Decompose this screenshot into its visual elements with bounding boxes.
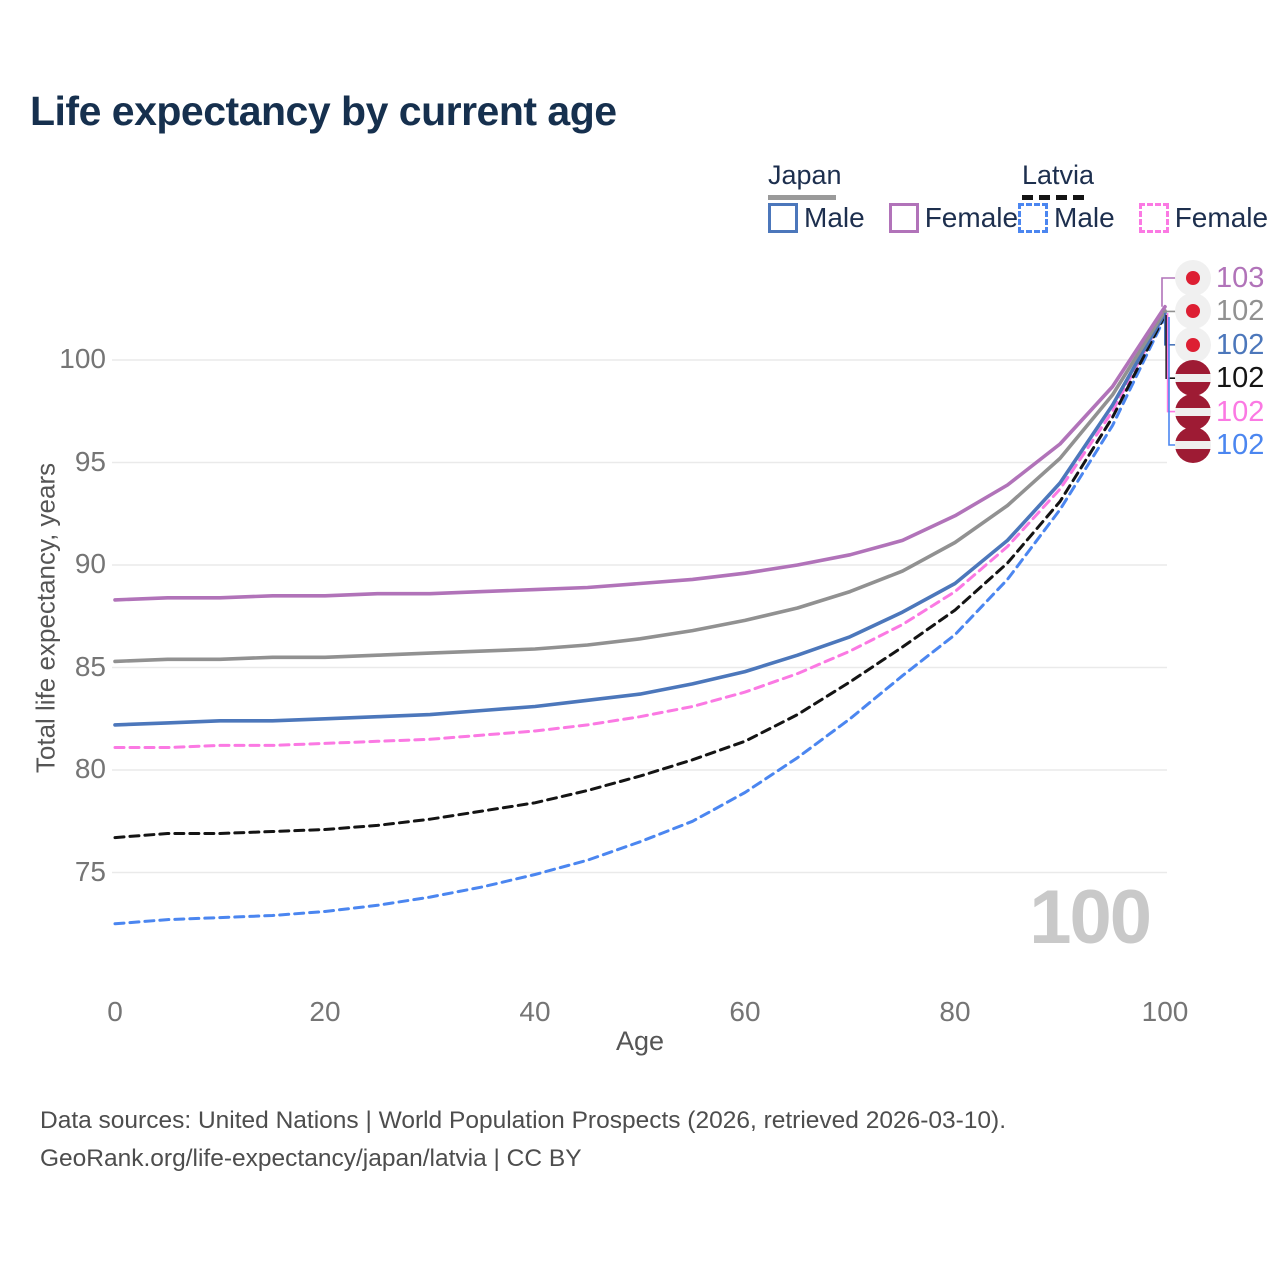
series-end-value: 102 bbox=[1216, 362, 1265, 395]
y-tick-label: 75 bbox=[74, 855, 106, 887]
legend-item-label: Female bbox=[1174, 202, 1269, 233]
latvia-flag-icon bbox=[1175, 393, 1211, 430]
x-tick-label: 40 bbox=[519, 996, 551, 1027]
footer: Data sources: United Nations | World Pop… bbox=[40, 1102, 1006, 1178]
y-tick-label: 100 bbox=[59, 343, 106, 374]
japan-male-swatch-icon bbox=[768, 203, 798, 233]
x-tick-label: 100 bbox=[1141, 996, 1189, 1027]
end-label-leader-line bbox=[1165, 314, 1176, 379]
footer-sources-line: Data sources: United Nations | World Pop… bbox=[40, 1107, 1007, 1134]
end-label-leader-line bbox=[1164, 312, 1176, 346]
end-label-leader-line bbox=[1162, 310, 1176, 313]
legend-entries-japan: Male Female bbox=[768, 202, 1018, 234]
x-axis-title: Age bbox=[615, 1026, 665, 1056]
legend-item-label: Female bbox=[924, 202, 1019, 233]
legend-group-latvia-label[interactable]: Latvia bbox=[1022, 160, 1095, 190]
x-tick-label: 80 bbox=[939, 996, 971, 1027]
end-label-leader-line bbox=[1161, 277, 1176, 307]
end-label-leader-line bbox=[1166, 312, 1176, 413]
japan-female-swatch-icon bbox=[888, 203, 919, 233]
latvia-male-swatch-icon bbox=[1018, 203, 1048, 233]
series-line-latvia-both-sexes bbox=[113, 313, 1167, 840]
japan-flag-icon bbox=[1175, 326, 1211, 363]
legend-japan-underline bbox=[768, 195, 836, 200]
legend-item-japan-male[interactable]: Male bbox=[768, 202, 865, 234]
legend-group-japan: Japan bbox=[768, 160, 842, 200]
latvia-flag-icon bbox=[1175, 360, 1211, 397]
x-tick-label: 60 bbox=[729, 996, 761, 1027]
series-end-value: 103 bbox=[1216, 262, 1265, 294]
series-end-value: 102 bbox=[1216, 395, 1265, 428]
x-tick-label: 20 bbox=[309, 996, 341, 1027]
latvia-flag-icon bbox=[1175, 427, 1211, 463]
series-end-value: 102 bbox=[1216, 429, 1265, 461]
y-axis-title: Total life expectancy, years bbox=[30, 462, 61, 774]
chart-title: Life expectancy by current age bbox=[30, 88, 617, 134]
legend-entries-latvia: Male Female bbox=[1018, 202, 1268, 234]
series-line-latvia-female bbox=[113, 311, 1167, 749]
age-indicator-watermark: 100 bbox=[1029, 875, 1152, 960]
footer-attribution-line: GeoRank.org/life-expectancy/japan/latvia… bbox=[40, 1145, 582, 1172]
japan-flag-icon bbox=[1175, 260, 1211, 296]
plot-area[interactable] bbox=[0, 0, 1280, 1080]
legend-item-latvia-male[interactable]: Male bbox=[1018, 202, 1115, 234]
series-end-value: 102 bbox=[1216, 295, 1265, 328]
series-line-latvia-male bbox=[113, 315, 1167, 926]
y-tick-label: 95 bbox=[74, 445, 106, 477]
y-tick-label: 80 bbox=[74, 753, 106, 784]
legend-latvia-underline bbox=[1022, 195, 1090, 200]
legend-item-label: Male bbox=[1054, 202, 1115, 233]
legend-group-japan-label[interactable]: Japan bbox=[768, 160, 842, 190]
series-line-japan-male bbox=[113, 311, 1167, 727]
end-label-leader-line bbox=[1168, 317, 1176, 446]
y-tick-label: 85 bbox=[74, 650, 106, 682]
legend-item-latvia-female[interactable]: Female bbox=[1138, 202, 1269, 234]
x-tick-label: 0 bbox=[107, 996, 123, 1027]
legend-group-latvia: Latvia bbox=[1022, 160, 1094, 200]
series-end-value: 102 bbox=[1216, 328, 1265, 361]
latvia-female-swatch-icon bbox=[1138, 203, 1169, 233]
japan-flag-icon bbox=[1175, 293, 1211, 330]
legend-item-label: Male bbox=[804, 202, 865, 233]
series-line-japan-female bbox=[113, 304, 1167, 602]
y-tick-label: 90 bbox=[74, 548, 106, 579]
series-line-japan-both-sexes bbox=[113, 308, 1167, 664]
legend-item-japan-female[interactable]: Female bbox=[888, 202, 1019, 234]
